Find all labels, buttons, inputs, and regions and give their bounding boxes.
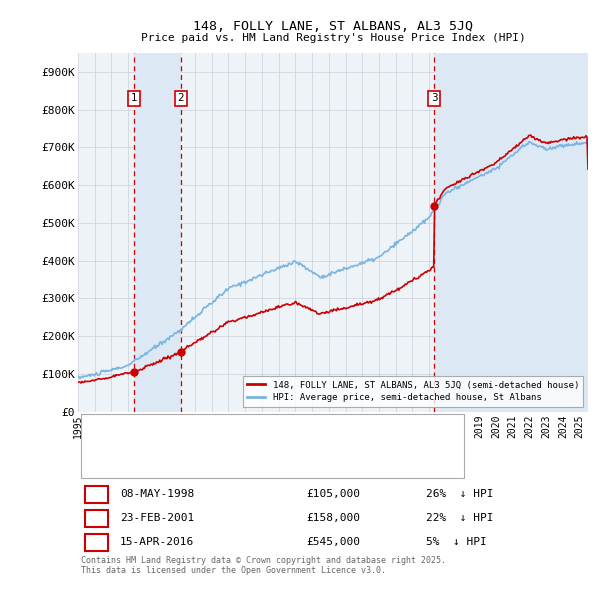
Text: 08-MAY-1998: 08-MAY-1998 xyxy=(120,489,194,499)
Text: 3: 3 xyxy=(93,537,100,548)
Text: £158,000: £158,000 xyxy=(306,513,360,523)
Text: HPI: Average price, semi-detached house, St Albans: HPI: Average price, semi-detached house,… xyxy=(123,452,417,462)
Text: £105,000: £105,000 xyxy=(306,489,360,499)
Text: 5%  ↓ HPI: 5% ↓ HPI xyxy=(426,537,487,548)
Text: 15-APR-2016: 15-APR-2016 xyxy=(120,537,194,548)
Legend: 148, FOLLY LANE, ST ALBANS, AL3 5JQ (semi-detached house), HPI: Average price, s: 148, FOLLY LANE, ST ALBANS, AL3 5JQ (sem… xyxy=(243,376,583,407)
Text: 148, FOLLY LANE, ST ALBANS, AL3 5JQ (semi-detached house): 148, FOLLY LANE, ST ALBANS, AL3 5JQ (sem… xyxy=(123,425,458,435)
Text: £545,000: £545,000 xyxy=(306,537,360,548)
Text: 1: 1 xyxy=(93,489,100,499)
Text: Price paid vs. HM Land Registry's House Price Index (HPI): Price paid vs. HM Land Registry's House … xyxy=(140,34,526,43)
Text: Contains HM Land Registry data © Crown copyright and database right 2025.
This d: Contains HM Land Registry data © Crown c… xyxy=(81,556,446,575)
Text: 3: 3 xyxy=(431,93,437,103)
Text: 148, FOLLY LANE, ST ALBANS, AL3 5JQ: 148, FOLLY LANE, ST ALBANS, AL3 5JQ xyxy=(193,20,473,33)
Bar xyxy=(434,53,588,411)
Bar xyxy=(134,53,181,411)
Text: 2: 2 xyxy=(178,93,184,103)
Text: 2: 2 xyxy=(93,513,100,523)
Text: 26%  ↓ HPI: 26% ↓ HPI xyxy=(426,489,493,499)
Text: 23-FEB-2001: 23-FEB-2001 xyxy=(120,513,194,523)
Text: 1: 1 xyxy=(131,93,137,103)
Text: 22%  ↓ HPI: 22% ↓ HPI xyxy=(426,513,493,523)
